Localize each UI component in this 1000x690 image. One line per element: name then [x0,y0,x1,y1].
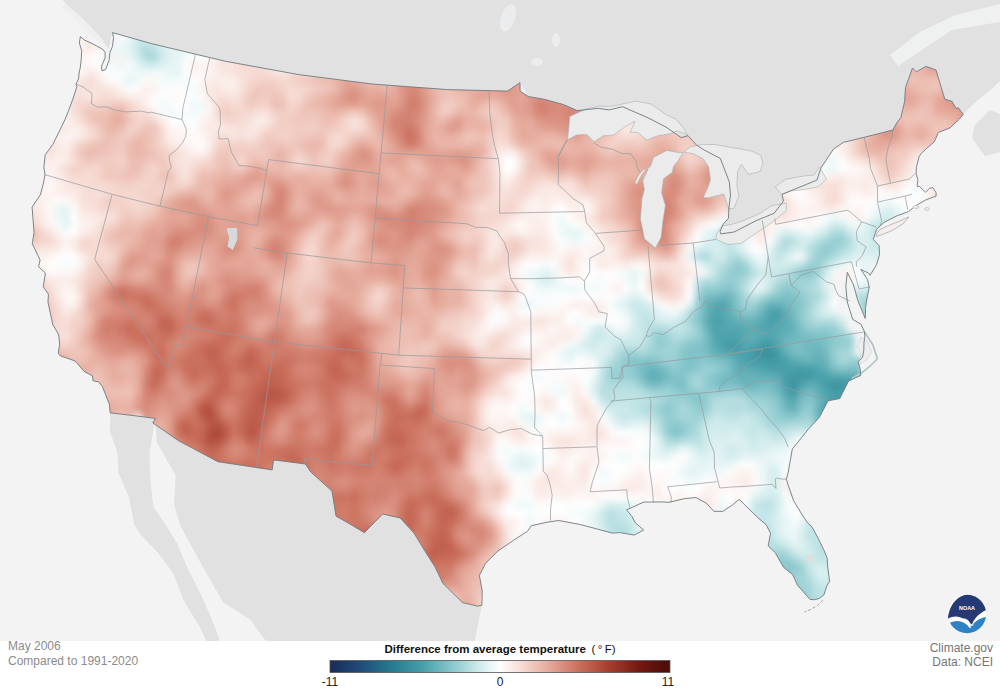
svg-text:Climate.gov: Climate.gov [930,641,993,655]
svg-text:Difference from average temper: Difference from average temperature ( ° … [385,643,616,655]
svg-text:-11: -11 [322,675,339,689]
svg-text:NOAA: NOAA [959,605,975,611]
svg-text:0: 0 [497,675,504,689]
svg-text:Compared to 1991-2020: Compared to 1991-2020 [8,654,138,668]
svg-text:Data: NCEI: Data: NCEI [932,655,993,669]
svg-text:11: 11 [662,675,675,689]
svg-text:May 2006: May 2006 [8,639,61,653]
